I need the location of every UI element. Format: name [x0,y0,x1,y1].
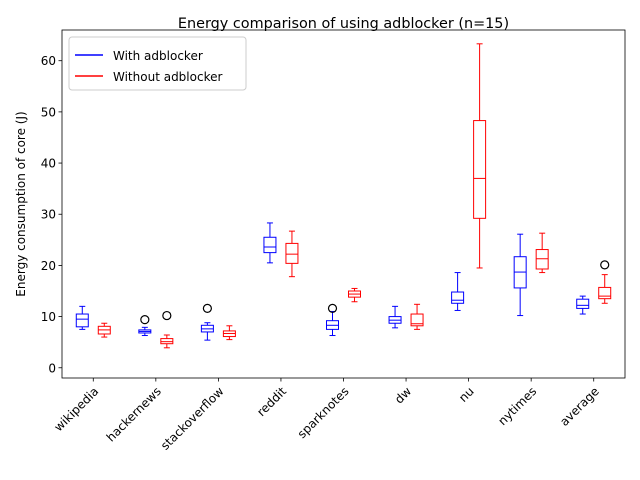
iqr-box [160,338,174,345]
y-tick-label: 30 [41,208,56,222]
box-without-adblocker-nytimes [535,232,549,274]
iqr-box [451,291,465,304]
y-tick-label: 40 [41,157,56,171]
box-with-adblocker-nytimes [513,233,527,317]
box-with-adblocker-sparknotes [326,303,339,337]
legend: With adblocker Without adblocker [68,36,247,91]
y-tick-label: 50 [41,105,56,119]
plot-layer [75,43,612,349]
box-with-adblocker-hackernews [138,315,152,337]
iqr-box [410,313,424,327]
y-tick-label: 60 [41,54,56,68]
box-with-adblocker-average [576,295,590,315]
y-tick-label: 0 [48,361,56,375]
box-without-adblocker-average [598,260,612,304]
legend-frame [68,36,247,91]
iqr-box [473,120,487,219]
outlier-point [202,303,212,313]
box-with-adblocker-wikipedia [75,305,89,330]
box-without-adblocker-sparknotes [348,287,361,303]
iqr-box [598,286,612,300]
box-without-adblocker-stackoverflow [222,325,236,341]
box-without-adblocker-hackernews [160,310,174,349]
box-without-adblocker-wikipedia [97,322,111,338]
iqr-box [576,298,590,309]
box-with-adblocker-dw [388,305,402,329]
iqr-box [263,236,277,254]
box-without-adblocker-nu [473,43,487,269]
outlier-point [600,260,610,270]
iqr-box [285,242,299,264]
box-with-adblocker-stackoverflow [200,303,214,341]
outlier-point [327,303,338,313]
outlier-point [140,315,150,325]
box-without-adblocker-dw [410,303,424,330]
legend-label-with-adblocker: With adblocker [113,49,203,63]
box-without-adblocker-reddit [285,230,299,278]
y-axis-label: Energy consumption of core (J) [14,111,28,296]
iqr-box [535,249,549,270]
iqr-box [75,313,89,328]
box-with-adblocker-reddit [263,222,277,264]
box-with-adblocker-nu [451,272,465,311]
y-tick-label: 20 [41,259,56,273]
chart-title: Energy comparison of using adblocker (n=… [178,16,509,32]
outlier-point [162,310,172,321]
y-tick-label: 10 [41,310,56,324]
legend-label-without-adblocker: Without adblocker [113,70,222,84]
